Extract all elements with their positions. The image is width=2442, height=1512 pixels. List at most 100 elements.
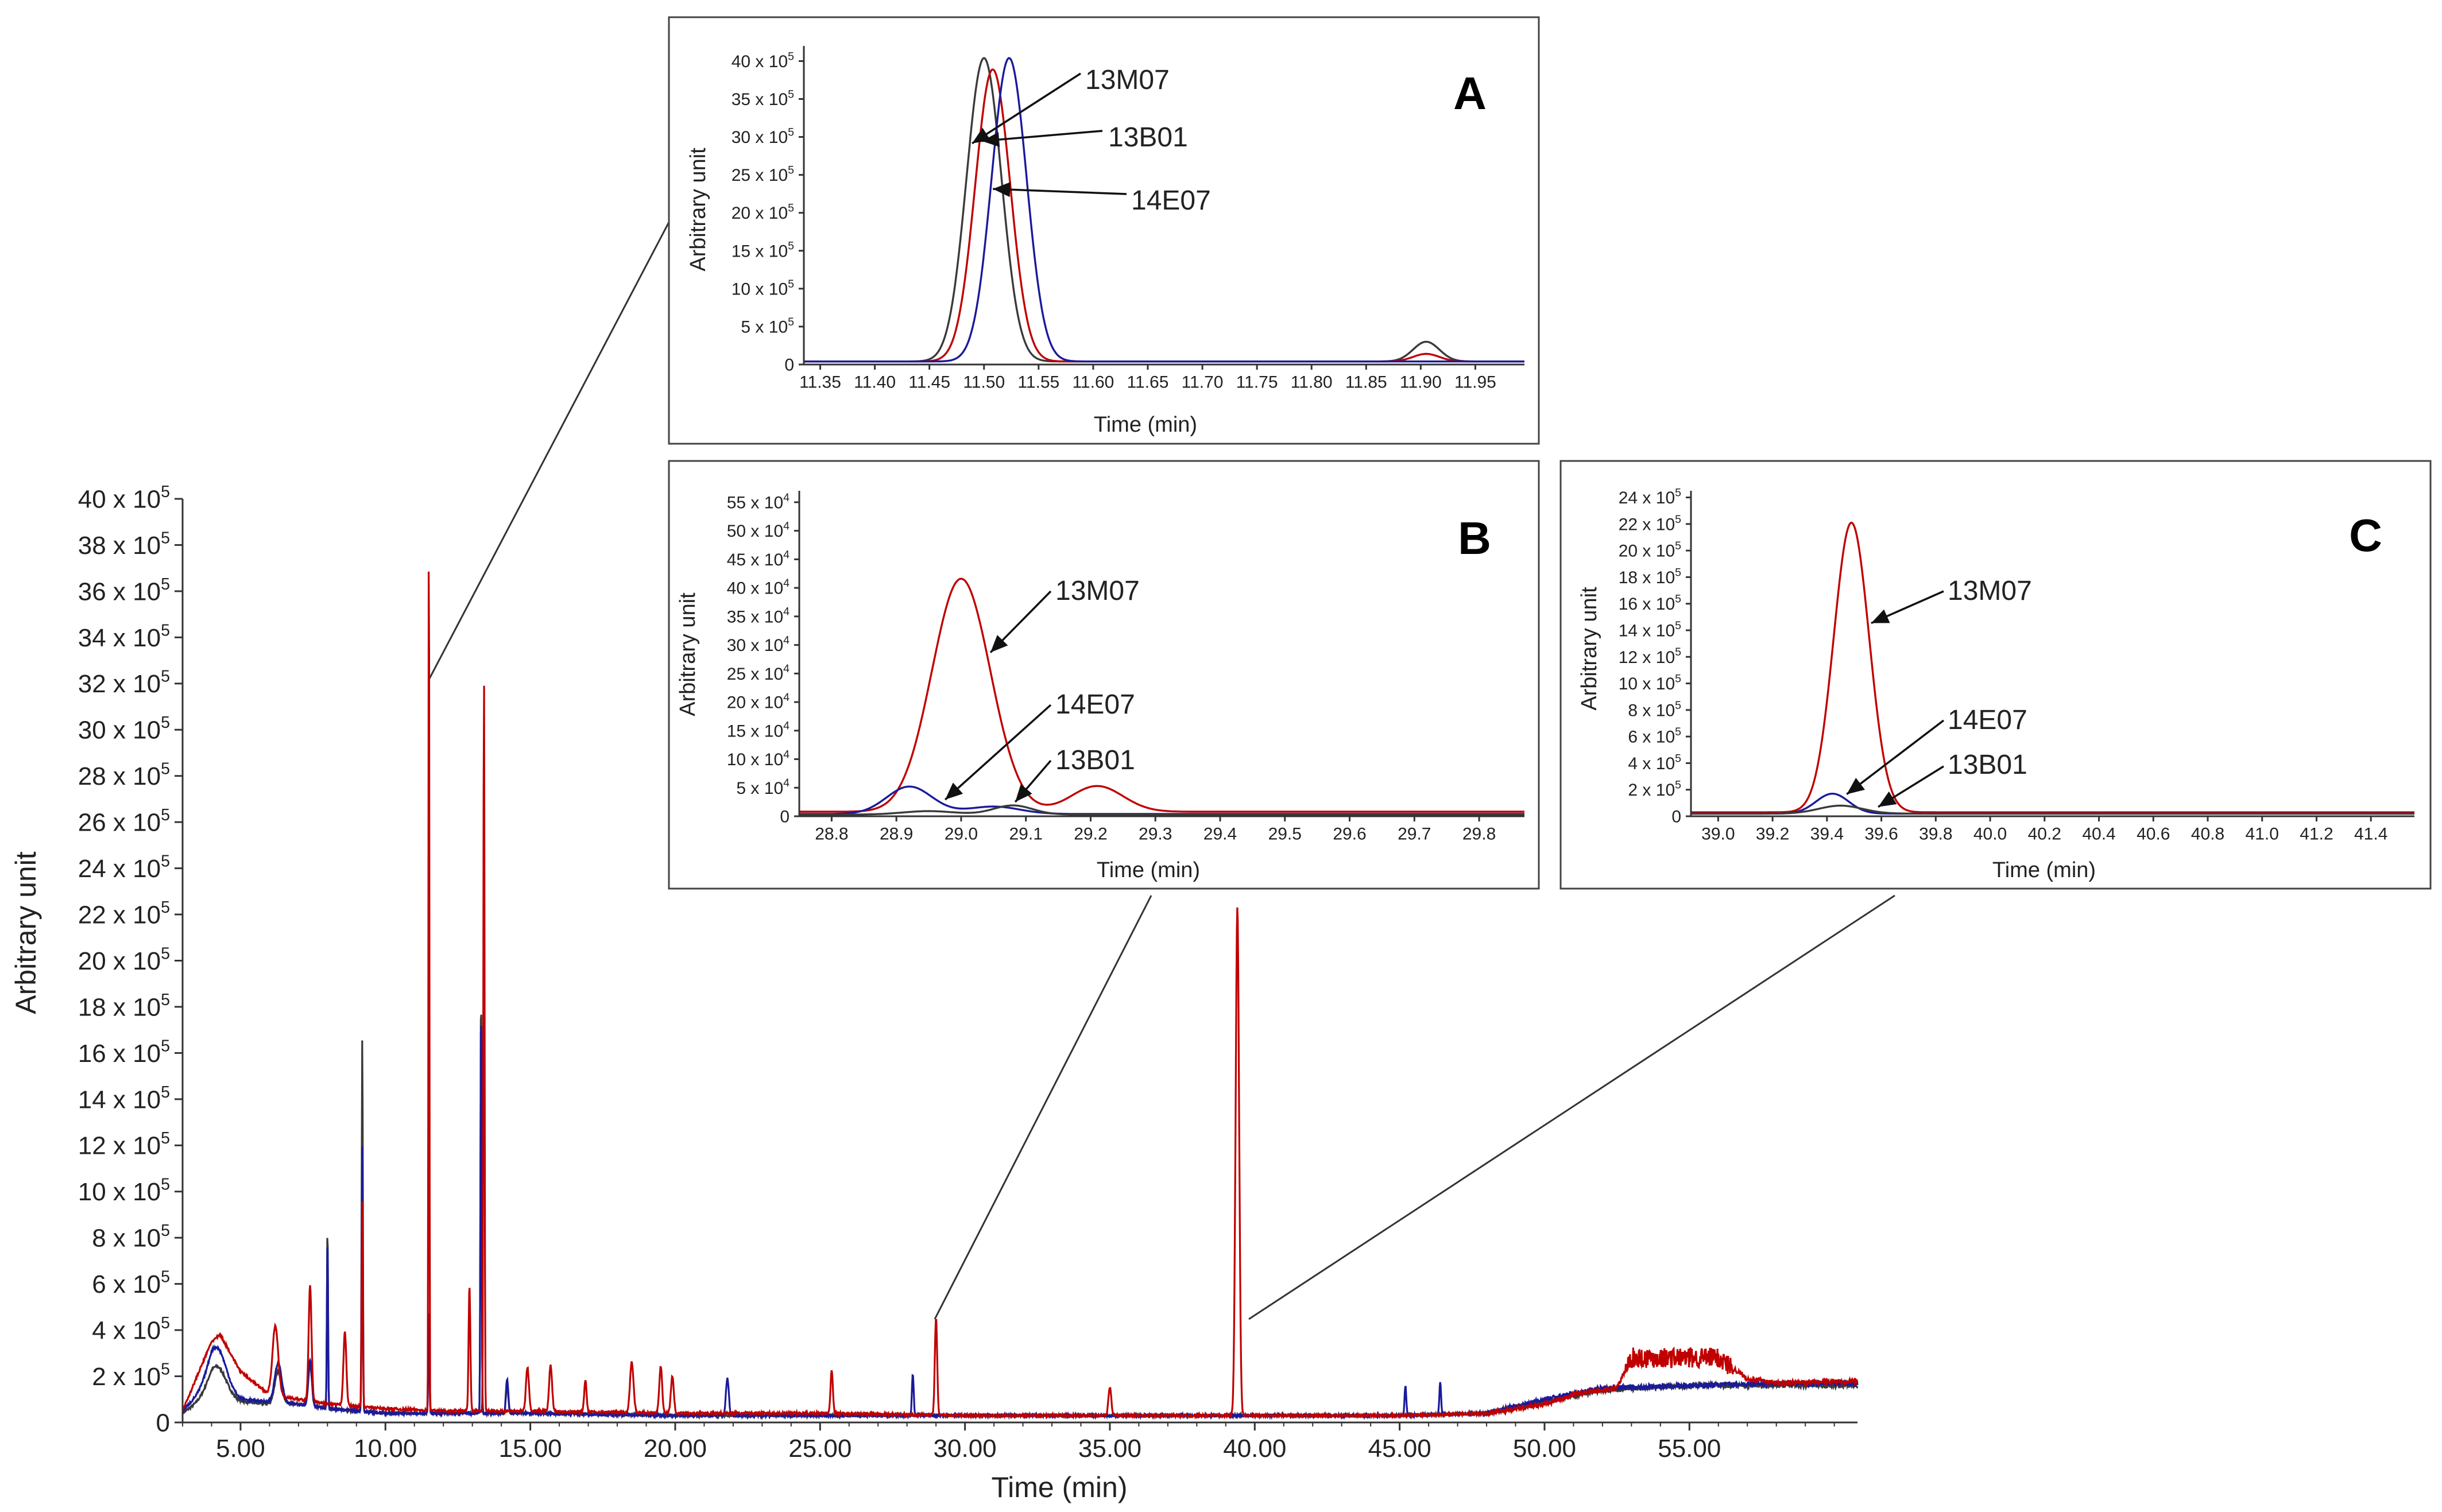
annotation-arrow-head [945,782,963,800]
x-tick-label: 11.55 [1017,373,1059,392]
y-tick-label: 10 x 105 [1619,672,1681,693]
y-tick-label: 24 x 105 [1619,486,1681,507]
x-tick-label: 29.8 [1462,825,1496,844]
y-tick-label: 20 x 104 [727,691,790,712]
inset-c-x-axis-label: Time (min) [1992,858,2096,882]
main-chromatogram: 5.00 10.00 15.00 20.00 25.00 30.00 35.00 40.00 4… [10,483,1859,1503]
inset-b-annotation-13m07: 13M07 [1055,576,1140,606]
inset-c-chart: 39.0 39.2 39.4 39.6 39.8 40.0 40.2 40.4 40.6 40.8… [1559,460,2432,890]
series-13m07 [799,577,1524,813]
y-tick-label: 16 x 105 [1619,593,1681,614]
inset-c-panel-label: C [2349,510,2382,561]
x-tick-label: 11.40 [854,373,896,392]
x-tick-label: 20.00 [644,1435,707,1463]
inset-a-panel-label: A [1453,68,1487,119]
y-tick-label: 40 x 105 [732,50,794,71]
series-13b01 [1691,804,2414,815]
x-tick-label: 35.00 [1078,1435,1141,1463]
y-tick-label: 0 [784,356,794,375]
inset-c-annotation-13b01: 13B01 [1948,750,2027,780]
y-tick-label: 18 x 105 [1619,566,1681,587]
main-x-axis-label: Time (min) [991,1471,1127,1503]
x-tick-label: 40.2 [2028,825,2061,844]
y-tick-label: 10 x 104 [727,748,790,769]
x-tick-label: 11.45 [908,373,950,392]
connector-c [1248,894,1895,1320]
y-tick-label: 0 [780,808,790,827]
x-tick-label: 25.00 [788,1435,852,1463]
inset-c-annotation-13m07: 13M07 [1948,576,2032,606]
y-tick-label: 30 x 104 [727,634,790,655]
inset-b-chart: 28.8 28.9 29.0 29.1 29.2 29.3 29.4 29.5 29.6 29.7… [668,460,1540,890]
y-tick-label: 30 x 105 [78,714,170,744]
x-tick-label: 29.1 [1009,825,1042,844]
inset-c-plot-area: 39.0 39.2 39.4 39.6 39.8 40.0 40.2 40.4 40.6 40.8… [1619,486,2414,844]
x-tick-label: 11.95 [1454,373,1496,392]
y-tick-label: 10 x 105 [78,1176,170,1206]
series-13m07 [181,571,1859,1420]
inset-b-annotation-arrows [944,590,1052,803]
y-tick-label: 24 x 105 [78,852,170,883]
inset-b-plot-area: 28.8 28.9 29.0 29.1 29.2 29.3 29.4 29.5 29.6 29.7… [727,491,1524,844]
x-tick-label: 11.70 [1182,373,1224,392]
x-tick-label: 29.0 [945,825,978,844]
y-tick-label: 4 x 105 [92,1314,170,1344]
annotation-arrow-line [1846,719,1945,795]
x-tick-label: 39.0 [1701,825,1735,844]
main-plot-area: 5.00 10.00 15.00 20.00 25.00 30.00 35.00 40.00 4… [78,483,1859,1463]
y-tick-label: 6 x 105 [92,1268,170,1298]
x-tick-label: 41.2 [2300,825,2333,844]
connector-b [934,895,1152,1320]
inset-c-annotation-arrows [1846,590,1945,808]
series-13m07 [1691,521,2414,813]
x-tick-label: 29.6 [1333,825,1366,844]
annotation-arrow-head [982,132,1000,148]
inset-a-x-axis-label: Time (min) [1094,413,1197,437]
y-tick-label: 40 x 105 [78,483,170,513]
y-tick-label: 22 x 105 [78,898,170,929]
y-tick-label: 5 x 104 [736,777,790,798]
x-tick-label: 39.2 [1756,825,1789,844]
inset-a-frame [668,16,1540,445]
annotation-arrow-head [993,182,1011,197]
main-y-axis-label: Arbitrary unit [10,851,42,1014]
x-tick-label: 45.00 [1368,1435,1431,1463]
y-tick-label: 12 x 105 [1619,646,1681,667]
inset-c-annotation-14e07: 14E07 [1948,705,2027,735]
y-tick-label: 45 x 104 [727,548,790,569]
x-tick-label: 40.4 [2082,825,2115,844]
y-tick-label: 35 x 105 [732,88,794,109]
x-tick-label: 11.35 [799,373,841,392]
inset-a-plot-area: 11.35 11.40 11.45 11.50 11.55 11.60 11.65 11.70… [732,46,1524,392]
y-tick-label: 38 x 105 [78,529,170,559]
x-tick-label: 29.7 [1398,825,1431,844]
y-tick-label: 16 x 105 [78,1037,170,1067]
inset-a-annotation-14e07: 14E07 [1131,185,1211,216]
x-tick-label: 40.6 [2137,825,2170,844]
y-tick-label: 4 x 105 [1628,752,1681,773]
y-tick-label: 25 x 105 [732,164,794,185]
x-tick-label: 41.4 [2354,825,2387,844]
x-tick-label: 11.75 [1236,373,1278,392]
y-tick-label: 0 [1671,808,1681,827]
annotation-arrow-head [1847,778,1866,794]
x-tick-label: 39.4 [1810,825,1844,844]
x-tick-label: 11.50 [963,373,1005,392]
y-tick-label: 8 x 105 [1628,699,1681,720]
series-14e07 [804,57,1524,363]
annotation-arrow-line [972,72,1081,145]
y-tick-label: 30 x 105 [732,126,794,147]
inset-a-chart: 11.35 11.40 11.45 11.50 11.55 11.60 11.65 11.70… [668,16,1540,445]
x-tick-label: 5.00 [216,1435,265,1463]
y-tick-label: 8 x 105 [92,1222,170,1252]
annotation-arrow-line [981,130,1103,142]
x-tick-label: 30.00 [934,1435,997,1463]
annotation-arrow-line [944,704,1052,801]
x-tick-label: 28.9 [880,825,913,844]
inset-a-y-axis-label: Arbitrary unit [686,148,710,272]
x-tick-label: 10.00 [354,1435,417,1463]
y-tick-label: 14 x 105 [78,1083,170,1114]
inset-b-frame [668,460,1540,890]
x-tick-label: 29.2 [1074,825,1107,844]
